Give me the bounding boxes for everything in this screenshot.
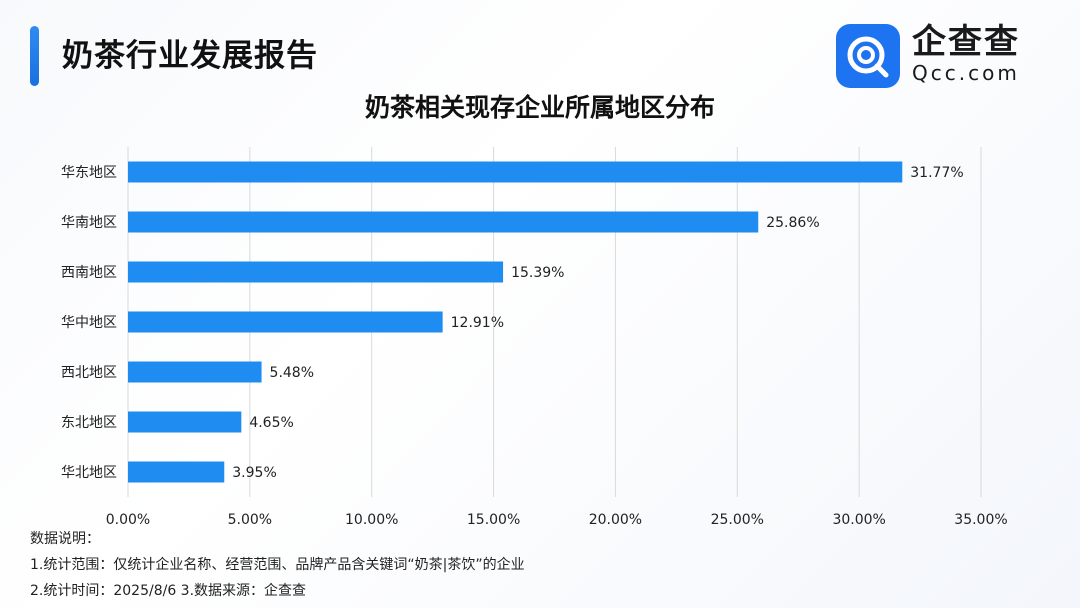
category-label: 东北地区 bbox=[61, 415, 117, 431]
x-tick-label: 0.00% bbox=[106, 512, 150, 528]
x-tick-label: 10.00% bbox=[345, 512, 398, 528]
bar bbox=[128, 411, 242, 433]
bar bbox=[128, 261, 504, 283]
title-accent-bar bbox=[30, 26, 39, 86]
data-label: 4.65% bbox=[249, 415, 293, 431]
bar bbox=[128, 461, 225, 483]
brand-name: 企查查 bbox=[912, 22, 1020, 62]
report-title: 奶茶行业发展报告 bbox=[62, 38, 318, 74]
data-notes: 数据说明： 1.统计范围：仅统计企业名称、经营范围、品牌产品含关键词“奶茶|茶饮… bbox=[30, 526, 525, 604]
qcc-logo-icon bbox=[836, 24, 900, 88]
data-label: 3.95% bbox=[232, 465, 276, 481]
category-label: 华南地区 bbox=[61, 215, 117, 231]
bar bbox=[128, 361, 262, 383]
x-tick-label: 30.00% bbox=[832, 512, 885, 528]
brand-domain: Qcc.com bbox=[912, 61, 1020, 85]
notes-line-scope: 1.统计范围：仅统计企业名称、经营范围、品牌产品含关键词“奶茶|茶饮”的企业 bbox=[30, 557, 525, 573]
x-tick-label: 15.00% bbox=[467, 512, 520, 528]
bar bbox=[128, 211, 759, 233]
x-tick-label: 20.00% bbox=[589, 512, 642, 528]
category-label: 华北地区 bbox=[61, 465, 117, 481]
bar bbox=[128, 311, 443, 333]
x-tick-label: 35.00% bbox=[954, 512, 1007, 528]
data-label: 25.86% bbox=[766, 215, 819, 231]
x-tick-label: 5.00% bbox=[228, 512, 272, 528]
notes-heading: 数据说明： bbox=[30, 531, 100, 547]
category-label: 华中地区 bbox=[61, 315, 117, 331]
data-label: 12.91% bbox=[451, 315, 504, 331]
data-label: 31.77% bbox=[910, 165, 963, 181]
data-label: 5.48% bbox=[270, 365, 314, 381]
category-label: 西南地区 bbox=[61, 265, 117, 281]
bar bbox=[128, 161, 903, 183]
brand-wordmark: 企查查 Qcc.com bbox=[912, 22, 1042, 84]
data-label: 15.39% bbox=[511, 265, 564, 281]
category-label: 西北地区 bbox=[61, 365, 117, 381]
category-label: 华东地区 bbox=[61, 165, 117, 181]
notes-line-time-source: 2.统计时间：2025/8/6 3.数据来源：企查查 bbox=[30, 583, 307, 599]
chart-title: 奶茶相关现存企业所属地区分布 bbox=[364, 93, 715, 122]
x-tick-label: 25.00% bbox=[711, 512, 764, 528]
